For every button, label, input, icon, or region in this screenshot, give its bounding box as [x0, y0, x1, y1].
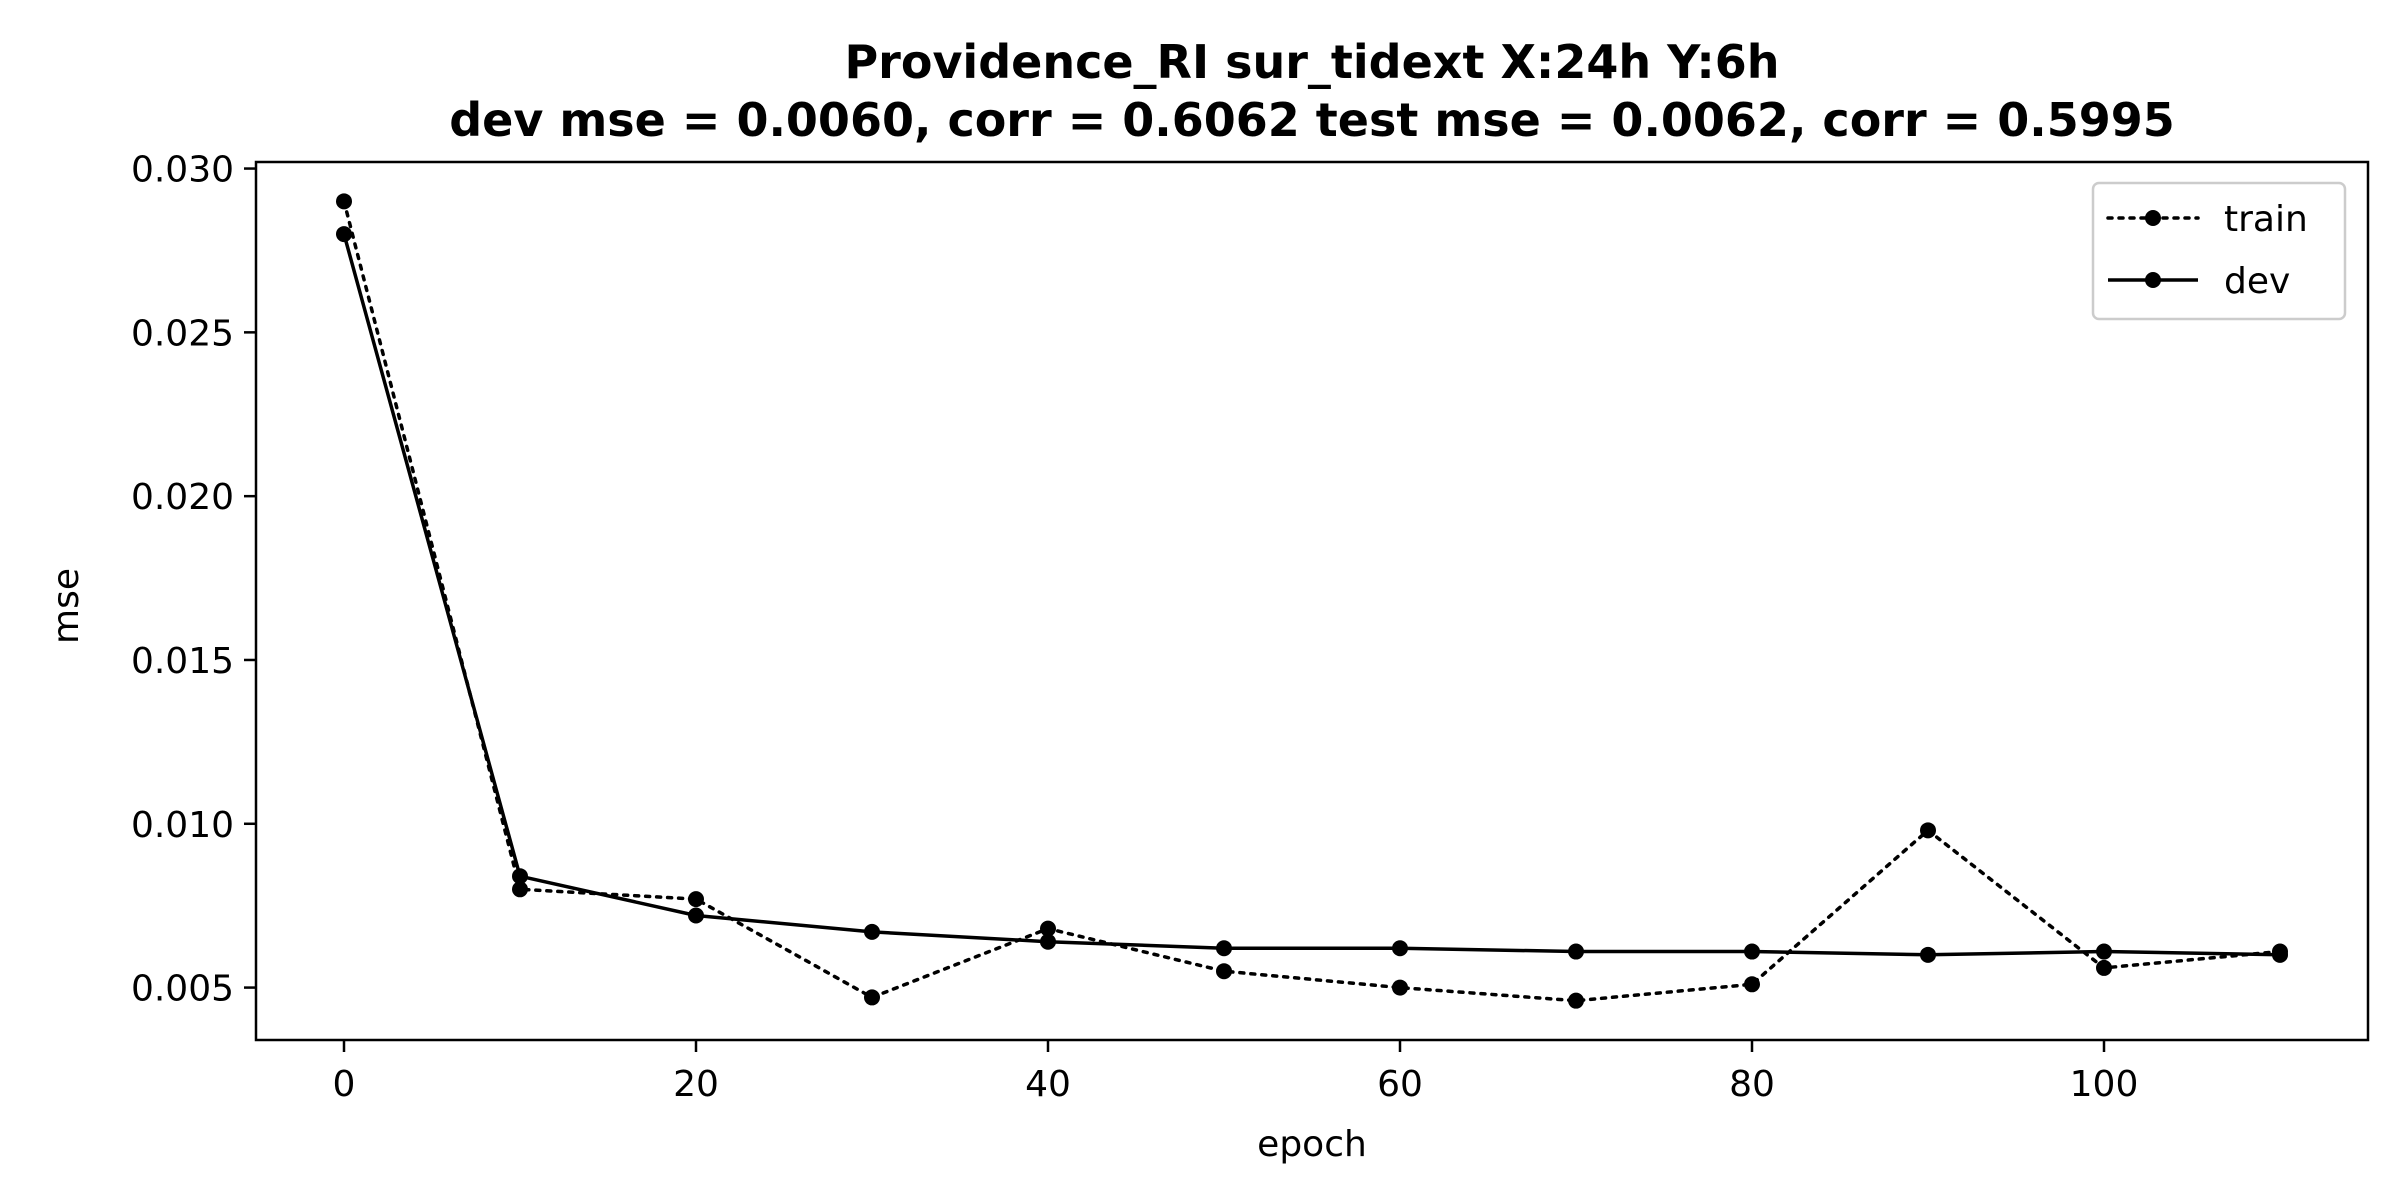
legend-label-train: train	[2224, 199, 2308, 240]
data-point-dev	[1920, 946, 1936, 963]
legend-label-dev: dev	[2224, 261, 2290, 302]
legend-marker-train	[2145, 210, 2161, 226]
chart-title-line1: Providence_RI sur_tidext X:24h Y:6h	[844, 35, 1779, 89]
x-tick-label: 40	[1025, 1064, 1071, 1105]
data-point-train	[1216, 963, 1232, 980]
data-point-train	[1392, 979, 1408, 996]
y-tick-label: 0.025	[131, 313, 234, 354]
x-axis-label: epoch	[1257, 1124, 1367, 1165]
y-tick-label: 0.020	[131, 477, 234, 518]
data-point-train	[1040, 920, 1056, 937]
x-tick-label: 60	[1377, 1064, 1423, 1105]
x-tick-label: 80	[1729, 1064, 1775, 1105]
y-axis-label: mse	[46, 568, 87, 644]
data-point-dev	[1568, 943, 1584, 960]
data-point-train	[688, 891, 704, 908]
data-point-train	[864, 989, 880, 1006]
data-point-dev	[1744, 943, 1760, 960]
data-point-dev	[336, 226, 352, 243]
data-point-dev	[688, 907, 704, 924]
y-tick-label: 0.005	[131, 969, 234, 1010]
y-tick-label: 0.015	[131, 641, 234, 682]
data-point-train	[512, 881, 528, 898]
data-point-train	[1920, 822, 1936, 839]
data-point-dev	[2096, 943, 2112, 960]
data-point-dev	[1216, 940, 1232, 957]
chart-title-line2: dev mse = 0.0060, corr = 0.6062 test mse…	[449, 93, 2175, 147]
data-point-dev	[512, 868, 528, 885]
data-point-train	[2096, 959, 2112, 976]
data-point-dev	[1392, 940, 1408, 957]
data-point-dev	[864, 923, 880, 940]
plot-area-frame	[254, 160, 2370, 1042]
x-axis-ticks: 0 20 40 60 80 100	[333, 1040, 2139, 1105]
y-tick-label: 0.030	[131, 150, 234, 191]
data-point-train	[1744, 976, 1760, 993]
x-tick-label: 20	[673, 1064, 719, 1105]
legend-marker-dev	[2145, 272, 2161, 288]
x-tick-label: 100	[2070, 1064, 2139, 1105]
data-point-train	[1568, 992, 1584, 1009]
series-line-dev	[342, 233, 2281, 957]
y-tick-label: 0.010	[131, 805, 234, 846]
legend: train dev	[2091, 181, 2347, 321]
data-point-train	[336, 193, 352, 210]
series-layer	[336, 193, 2288, 1009]
data-point-dev	[2272, 946, 2288, 963]
series-line-train	[342, 199, 2282, 1003]
data-point-dev	[1040, 933, 1056, 950]
x-tick-label: 0	[333, 1064, 356, 1105]
y-axis-ticks: 0.005 0.010 0.015 0.020 0.025 0.030	[131, 150, 256, 1010]
